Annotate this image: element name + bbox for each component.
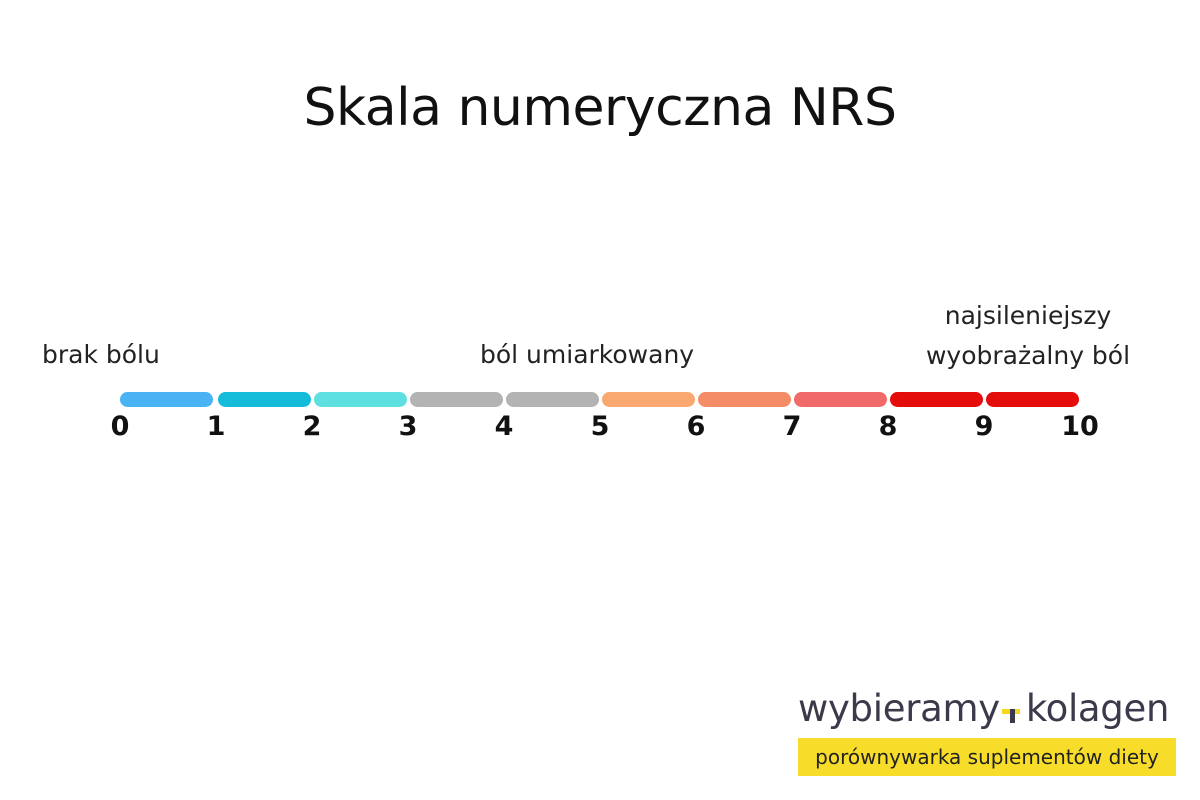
scale-tick-4: 4 (494, 411, 514, 442)
scale-tick-7: 7 (782, 411, 802, 442)
scale-tick-0: 0 (110, 411, 130, 442)
plus-icon (1001, 701, 1024, 723)
scale-segment-6-7 (697, 392, 791, 407)
scale-segment-4-5 (505, 392, 599, 407)
label-worst-pain-line1: najsileniejszy (944, 301, 1112, 330)
brand-name-part1: wybieramy (798, 687, 1000, 730)
scale-tick-6: 6 (686, 411, 706, 442)
scale-tick-9: 9 (974, 411, 994, 442)
scale-segment-0-1 (120, 392, 213, 407)
brand-logo: wybieramy kolagen (798, 686, 1169, 732)
page-title: Skala numeryczna NRS (303, 78, 897, 138)
label-moderate-pain: ból umiarkowany (480, 340, 695, 369)
scale-tick-10: 10 (1061, 411, 1099, 442)
scale-segment-9-10 (985, 392, 1079, 407)
scale-tick-5: 5 (590, 411, 610, 442)
scale-segment-3-4 (409, 392, 503, 407)
label-worst-pain: najsileniejszy wyobrażalny ból (900, 296, 1156, 376)
scale-tick-2: 2 (302, 411, 322, 442)
label-worst-pain-line2: wyobrażalny ból (925, 341, 1131, 370)
brand-tagline: porównywarka suplementów diety (798, 738, 1176, 776)
scale-segment-8-9 (889, 392, 983, 407)
scale-segment-7-8 (793, 392, 887, 407)
scale-tick-1: 1 (206, 411, 226, 442)
scale-segment-1-2 (217, 392, 311, 407)
scale-segment-5-6 (601, 392, 695, 407)
scale-tick-8: 8 (878, 411, 898, 442)
scale-tick-3: 3 (398, 411, 418, 442)
scale-segment-2-3 (313, 392, 407, 407)
label-no-pain: brak bólu (42, 340, 160, 369)
brand-name-part2: kolagen (1025, 687, 1170, 730)
